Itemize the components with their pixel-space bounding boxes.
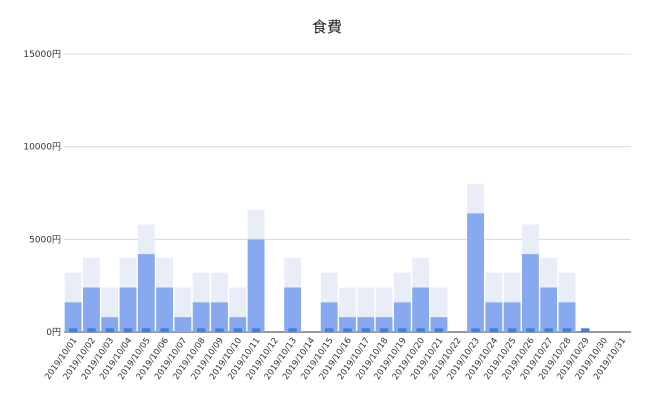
bar-base <box>105 328 114 332</box>
bar <box>521 254 539 332</box>
bar-base <box>489 328 499 332</box>
bar-base <box>361 328 370 332</box>
bar-base <box>379 328 389 332</box>
bars <box>64 183 590 332</box>
bar-base <box>343 328 352 332</box>
bar-base <box>416 328 425 332</box>
bar <box>393 302 411 332</box>
bar <box>503 302 521 332</box>
bar-base <box>581 328 590 332</box>
bar-base <box>526 328 535 332</box>
bar-base <box>68 328 78 332</box>
bar-base <box>544 328 553 332</box>
bar <box>64 302 82 332</box>
x-axis-ticks: 2019/10/012019/10/022019/10/032019/10/04… <box>43 336 628 382</box>
bar-base <box>196 328 206 332</box>
y-axis-ticks: 0円 5000円 10000円 15000円 <box>23 49 61 338</box>
chart-title: 食費 <box>312 18 342 36</box>
bar-base <box>398 328 407 332</box>
bar-base <box>325 328 334 332</box>
bar <box>192 302 210 332</box>
bar <box>467 213 484 332</box>
bar-base <box>160 328 169 332</box>
y-tick-label: 10000円 <box>23 142 61 153</box>
bar-base <box>142 328 151 332</box>
bar <box>485 302 503 332</box>
bar-base <box>562 328 572 332</box>
bar-base <box>471 328 480 332</box>
bar <box>119 287 137 332</box>
bar <box>412 287 430 332</box>
bar <box>540 287 558 332</box>
bar-base <box>87 328 96 332</box>
bar <box>284 287 302 332</box>
bar-base <box>434 328 444 332</box>
bar <box>211 302 228 332</box>
bar-base <box>215 328 224 332</box>
bar-base <box>507 328 517 332</box>
bar <box>247 239 265 332</box>
bar-base <box>233 328 242 332</box>
bar <box>320 302 338 332</box>
y-tick-label: 15000円 <box>23 49 61 60</box>
bar <box>558 302 576 332</box>
bar-base <box>288 328 297 332</box>
bar-base <box>123 328 133 332</box>
y-tick-label: 5000円 <box>29 234 61 245</box>
bar-base <box>251 328 261 332</box>
bar <box>156 287 174 332</box>
y-tick-label: 0円 <box>46 327 61 338</box>
bar <box>83 287 100 332</box>
bar <box>174 317 192 332</box>
bar <box>137 254 155 332</box>
